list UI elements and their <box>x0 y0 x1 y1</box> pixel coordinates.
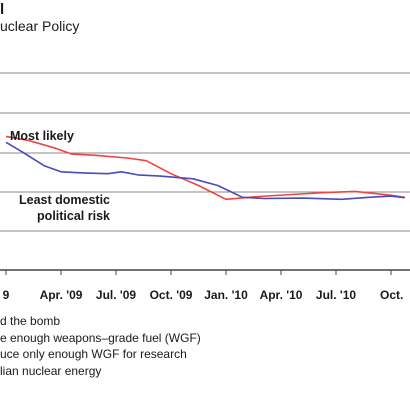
chart-subtitle: uclear Policy <box>0 18 80 34</box>
x-tick-label: Oct. '09 <box>150 288 193 302</box>
x-tick-label: Oct. <box>380 288 403 302</box>
x-tick-label: Jan. '10 <box>204 288 248 302</box>
x-axis-labels: 9 Apr. '09 Jul. '09 Oct. '09 Jan. '10 Apr. '1… <box>3 288 404 302</box>
x-tick-label: Jul. '09 <box>96 288 137 302</box>
gridlines <box>0 72 410 232</box>
legend-item: uce only enough WGF for research <box>0 347 187 361</box>
chart-title-fragment: l <box>0 1 5 18</box>
x-tick-label: Jul. '10 <box>316 288 357 302</box>
legend-item: d the bomb <box>0 314 61 328</box>
series-lines <box>5 135 405 201</box>
annotation-most-likely: Most likely <box>10 129 74 143</box>
legend: d the bomb e enough weapons–grade fuel (… <box>0 313 201 379</box>
x-tick-label: 9 <box>3 288 10 302</box>
legend-item: lian nuclear energy <box>0 363 102 378</box>
x-axis-ticks <box>5 270 392 275</box>
annotation-least-risk-line2: political risk <box>37 209 110 223</box>
legend-item: e enough weapons–grade fuel (WGF) <box>0 330 201 345</box>
annotation-least-risk-line1: Least domestic <box>19 193 110 207</box>
x-tick-label: Apr. '10 <box>260 288 303 302</box>
x-tick-label: Apr. '09 <box>40 288 83 302</box>
series-line-most-likely <box>5 135 405 201</box>
series-line-least-risk <box>5 141 405 201</box>
